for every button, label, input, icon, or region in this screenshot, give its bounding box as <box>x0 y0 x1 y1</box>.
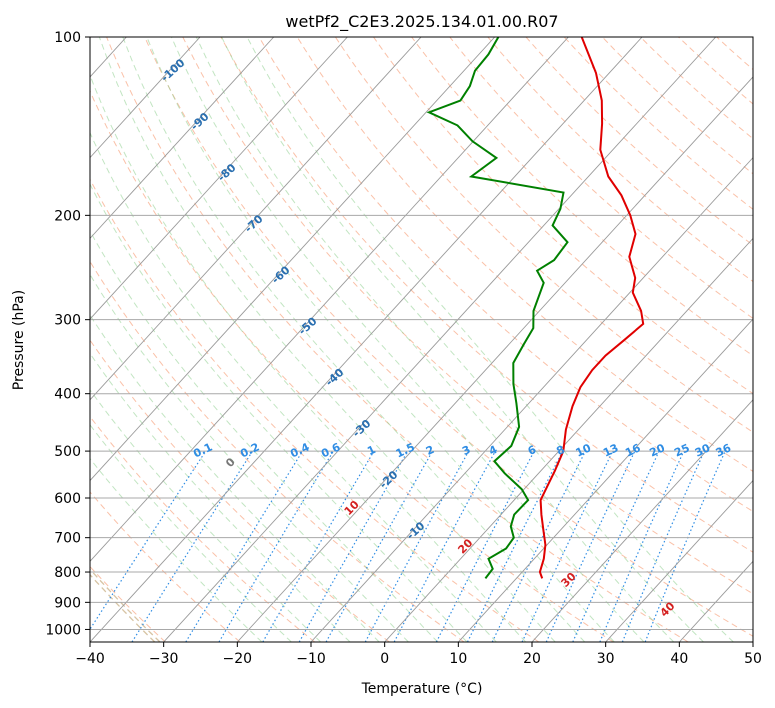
mixing-ratio-line <box>466 450 564 642</box>
x-tick-label: −40 <box>75 651 105 667</box>
mixing-ratio-label: 30 <box>693 441 713 459</box>
moist-adiabat-line <box>90 183 468 642</box>
x-tick-label: −30 <box>149 651 179 667</box>
y-tick-label: 700 <box>54 531 81 547</box>
mixing-ratio-label: 13 <box>601 441 620 459</box>
y-tick-label: 800 <box>54 565 81 581</box>
dry-adiabat-line <box>106 37 689 642</box>
dry-adiabat-line <box>411 37 753 357</box>
dewpoint-profile-line <box>426 37 569 580</box>
mixing-ratio-line <box>90 450 207 631</box>
mixing-ratio-line <box>185 450 304 642</box>
isotherm-line <box>531 399 753 642</box>
dry-adiabat-line <box>90 89 614 642</box>
isotherm-line <box>310 156 753 642</box>
temperature-profile-line <box>538 37 645 579</box>
dry-adiabat-line <box>601 37 753 175</box>
y-tick-label: 600 <box>54 491 81 507</box>
y-tick-label: 300 <box>54 313 81 329</box>
moist-adiabat-line <box>146 37 615 642</box>
y-tick-label: 1000 <box>45 622 81 638</box>
x-tick-label: −20 <box>223 651 253 667</box>
mixing-ratio-label: 10 <box>574 441 594 459</box>
isotherm-line <box>458 318 753 642</box>
moist-adiabat-line <box>90 230 439 642</box>
moist-adiabat-line <box>90 131 497 642</box>
isotherm-line <box>90 37 569 562</box>
dry-adiabat-line <box>258 37 753 513</box>
y-tick-label: 400 <box>54 387 81 403</box>
x-tick-label: 50 <box>744 651 762 667</box>
dry-adiabat-line <box>220 37 753 553</box>
y-axis-label: Pressure (hPa) <box>11 290 27 390</box>
moist-adiabat-line <box>98 37 556 642</box>
dry-adiabat-line <box>563 37 753 210</box>
isotherm-line <box>384 237 753 642</box>
mixing-ratio-line <box>393 450 496 642</box>
isotherm-line <box>90 37 643 642</box>
mixing-ratio-line <box>325 450 434 642</box>
mixing-ratio-line <box>599 450 685 642</box>
dry-adiabat-line <box>90 415 316 642</box>
moist-adiabat-line <box>90 389 322 642</box>
y-tick-label: 100 <box>54 30 81 46</box>
x-tick-label: 30 <box>597 651 615 667</box>
dry-adiabat-line <box>182 37 753 595</box>
plot-frame <box>89 36 754 643</box>
dry-adiabat-line <box>144 37 753 637</box>
x-tick-label: 40 <box>670 651 688 667</box>
x-tick-label: 0 <box>380 651 389 667</box>
y-tick-label: 200 <box>54 208 81 224</box>
dry-adiabat-line <box>373 37 753 395</box>
mixing-ratio-line <box>131 450 254 642</box>
dry-adiabat-line <box>449 37 753 319</box>
dry-adiabat-line <box>90 178 540 642</box>
mixing-ratio-label: 20 <box>648 441 668 459</box>
isotherm-line <box>605 479 753 642</box>
isotherm-line <box>90 37 496 482</box>
isotherm-line <box>90 37 201 159</box>
y-tick-label: 900 <box>54 595 81 611</box>
y-tick-label: 500 <box>54 444 81 460</box>
x-tick-label: 20 <box>523 651 541 667</box>
moist-adiabat-line <box>90 424 292 642</box>
chart-title: wetPf2_C2E3.2025.134.01.00.R07 <box>285 12 558 32</box>
isotherm-line <box>237 76 753 642</box>
isotherm-line <box>90 37 422 401</box>
moist-adiabat-line <box>170 37 645 642</box>
mixing-ratio-line <box>364 450 470 642</box>
dry-adiabat-line <box>334 37 753 433</box>
x-axis-label: Temperature (°C) <box>361 681 483 697</box>
x-tick-label: −10 <box>296 651 326 667</box>
mixing-ratio-label: 25 <box>672 441 691 459</box>
x-tick-label: 10 <box>449 651 467 667</box>
mixing-ratio-label: 36 <box>714 441 734 459</box>
moist-adiabat-line <box>90 457 263 642</box>
isotherm-line <box>90 37 275 240</box>
isotherm-line <box>163 37 717 642</box>
mixing-ratio-line <box>572 450 660 642</box>
dry-adiabat-line <box>296 37 753 472</box>
mixing-ratio-label: 16 <box>623 441 643 459</box>
mixing-ratio-line <box>621 450 705 642</box>
dry-adiabat-line <box>90 260 465 642</box>
isotherm-line <box>90 37 348 320</box>
moist-adiabat-line <box>122 37 586 642</box>
moist-adiabat-line <box>90 73 527 642</box>
